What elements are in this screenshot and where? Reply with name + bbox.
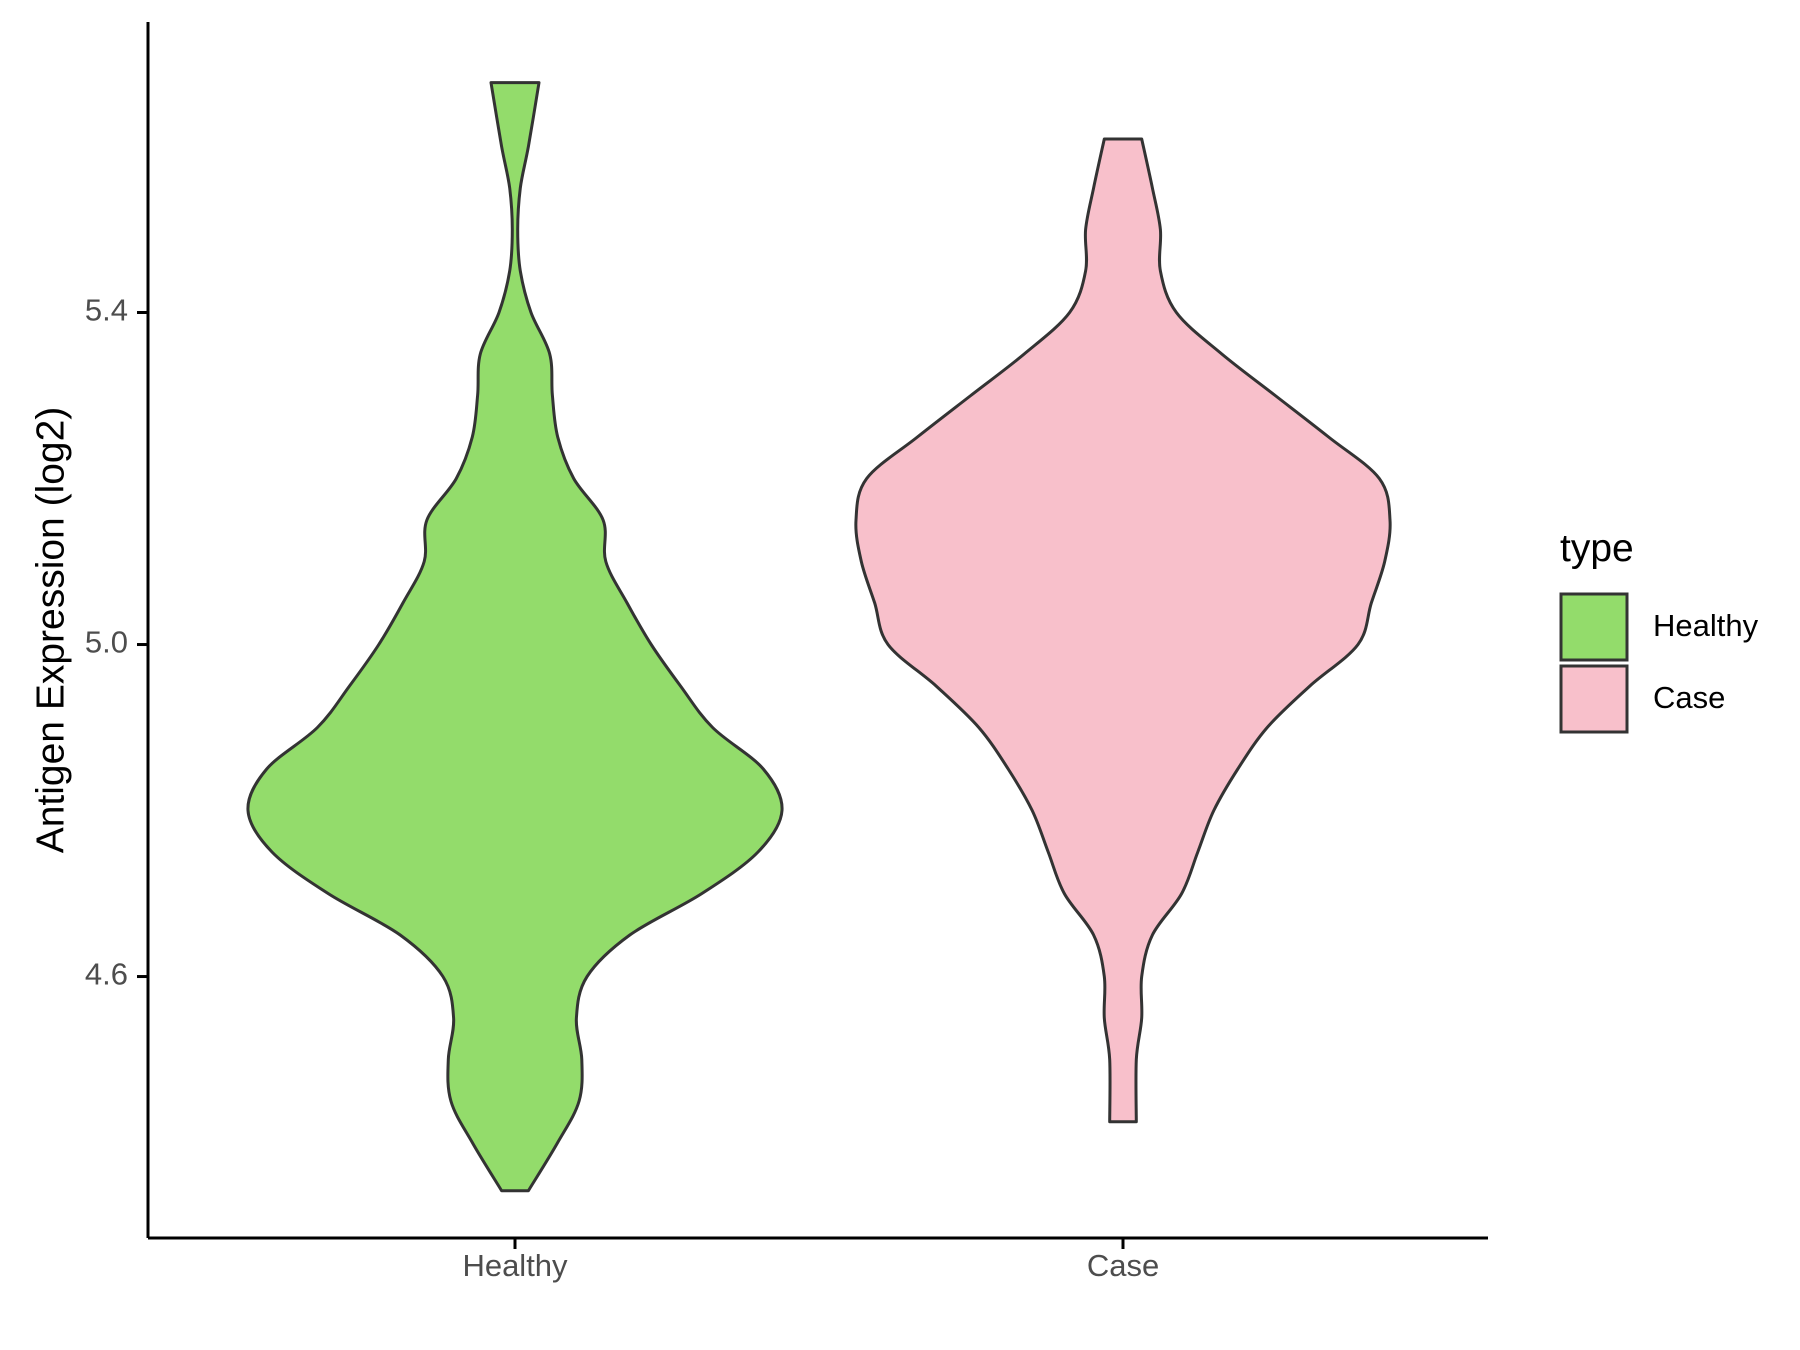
y-tick-label: 4.6 (85, 957, 128, 992)
y-axis-ticks: 4.6 5.0 5.4 (85, 293, 148, 992)
legend: type Healthy Case (1559, 527, 1759, 734)
legend-label-healthy: Healthy (1653, 608, 1759, 643)
y-axis-title: Antigen Expression (log2) (29, 407, 72, 854)
x-tick-label: Healthy (462, 1248, 568, 1283)
x-axis-ticks: Healthy Case (462, 1238, 1159, 1283)
y-tick-label: 5.0 (85, 625, 128, 660)
legend-label-case: Case (1653, 680, 1725, 715)
violins-layer (246, 81, 1392, 1193)
y-tick-label: 5.4 (85, 293, 128, 328)
legend-title: type (1560, 527, 1634, 570)
violin-case (854, 137, 1392, 1124)
legend-swatch-healthy (1559, 592, 1629, 662)
violin-healthy (246, 81, 784, 1193)
legend-swatch-case (1559, 664, 1629, 734)
x-tick-label: Case (1087, 1248, 1159, 1283)
